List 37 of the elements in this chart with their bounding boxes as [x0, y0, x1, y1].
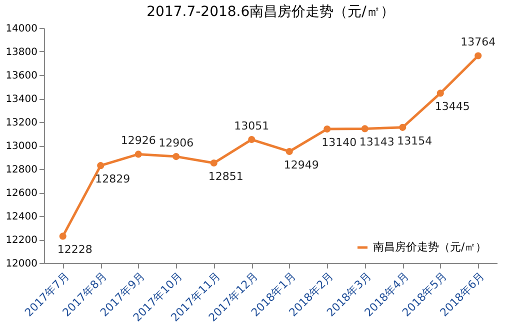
y-tick-label: 12000	[6, 258, 38, 270]
point	[172, 153, 180, 160]
point	[59, 232, 66, 240]
point	[97, 162, 104, 170]
data-label: 13051	[234, 120, 270, 133]
data-label: 13140	[322, 136, 357, 150]
data-label: 12228	[57, 243, 92, 256]
y-tick-label: 13600	[6, 70, 38, 82]
data-label: 13154	[397, 134, 432, 148]
y-tick-label: 12400	[6, 212, 38, 222]
data-label: 12926	[120, 134, 156, 148]
point	[324, 126, 331, 133]
point	[474, 52, 482, 60]
data-label: 12829	[95, 172, 130, 186]
point	[248, 136, 256, 144]
y-tick-label: 12200	[6, 235, 38, 246]
y-tick-label: 13200	[6, 118, 38, 128]
point	[436, 90, 444, 97]
y-tick-label: 12600	[6, 188, 38, 199]
data-label: 13764	[460, 36, 496, 49]
point	[134, 150, 142, 158]
point	[210, 159, 218, 167]
data-label: 12906	[158, 136, 194, 150]
y-tick-label: 13800	[6, 47, 38, 58]
data-label: 13445	[434, 100, 470, 114]
point	[399, 124, 406, 131]
y-tick-label: 12800	[6, 164, 38, 176]
legend-label: 南昌房价走势（元/㎡）	[373, 240, 487, 254]
data-label: 12949	[284, 158, 319, 172]
chart-title: 2017.7-2018.6南昌房价走势（元/㎡）	[146, 4, 394, 20]
y-tick-label: 14000	[6, 24, 38, 34]
point	[286, 148, 293, 156]
data-label: 12851	[208, 170, 244, 184]
y-tick-label: 13000	[6, 141, 38, 152]
point	[361, 125, 368, 132]
y-tick-label: 13400	[6, 94, 38, 105]
data-label: 13143	[359, 136, 394, 149]
